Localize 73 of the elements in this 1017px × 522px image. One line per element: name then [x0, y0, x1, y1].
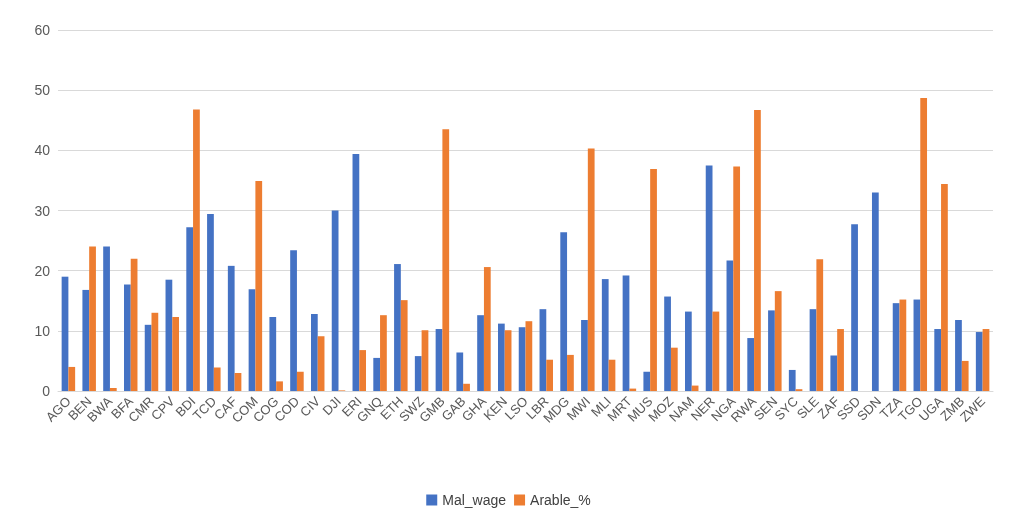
bar: [276, 381, 283, 391]
bar: [788, 369, 796, 391]
bar: [670, 347, 678, 391]
bar: [934, 329, 942, 391]
bar: [975, 332, 983, 391]
y-tick-label: 20: [34, 262, 51, 279]
bar: [380, 315, 387, 391]
bar: [331, 210, 339, 391]
bar: [414, 356, 422, 391]
x-tick-label: CIV: [297, 393, 324, 420]
y-tick-label: 10: [34, 322, 51, 339]
bar: [650, 168, 657, 391]
legend-label: Arable_%: [530, 492, 591, 508]
bar: [546, 359, 554, 391]
y-tick-label: 60: [34, 22, 51, 38]
bar: [456, 352, 464, 391]
bar: [705, 165, 713, 391]
bar: [643, 371, 651, 391]
bar: [103, 246, 110, 391]
bar: [296, 371, 304, 391]
bar: [373, 357, 381, 391]
bar: [684, 311, 692, 391]
bar: [955, 320, 962, 391]
bar: [310, 313, 318, 391]
bar: [816, 259, 824, 391]
bar: [774, 291, 782, 391]
bar: [144, 324, 152, 391]
bar: [920, 97, 928, 391]
y-tick-label: 30: [34, 202, 51, 219]
bar: [442, 129, 450, 391]
bar: [109, 387, 117, 391]
bar: [269, 317, 277, 391]
bar: [255, 181, 263, 391]
bar: [463, 383, 470, 391]
bar: [68, 366, 76, 391]
bar: [851, 224, 858, 391]
bar: [518, 327, 526, 391]
bar: [664, 296, 671, 391]
bar: [172, 317, 180, 391]
bar: [567, 354, 574, 391]
bar: [837, 329, 844, 391]
bar: [601, 279, 609, 391]
bar: [227, 265, 235, 391]
bar: [207, 214, 214, 391]
bar: [747, 338, 755, 391]
bar: [754, 110, 761, 391]
bar: [830, 355, 838, 391]
bar: [213, 367, 221, 391]
bar: [892, 303, 900, 391]
bar: [581, 320, 588, 391]
bar: [733, 166, 741, 391]
bar: [400, 300, 408, 391]
bar: [768, 310, 775, 391]
bar: [82, 289, 90, 391]
bar: [497, 323, 505, 391]
bar: [871, 192, 879, 391]
bar: [394, 264, 401, 391]
legend-label: Mal_wage: [442, 492, 507, 508]
bar: [89, 246, 96, 391]
bar: [193, 109, 200, 391]
bar: [359, 350, 367, 391]
bar: [560, 232, 568, 391]
y-tick-label: 0: [42, 383, 51, 399]
bar: [587, 148, 595, 391]
bar: [477, 315, 484, 391]
bar: [290, 250, 297, 391]
bar: [941, 184, 948, 391]
y-tick-label: 40: [34, 142, 51, 159]
bar: [961, 360, 969, 391]
bar: [186, 227, 194, 391]
y-tick-label: 50: [34, 82, 51, 99]
bar: [123, 284, 131, 391]
bar: [483, 267, 491, 391]
